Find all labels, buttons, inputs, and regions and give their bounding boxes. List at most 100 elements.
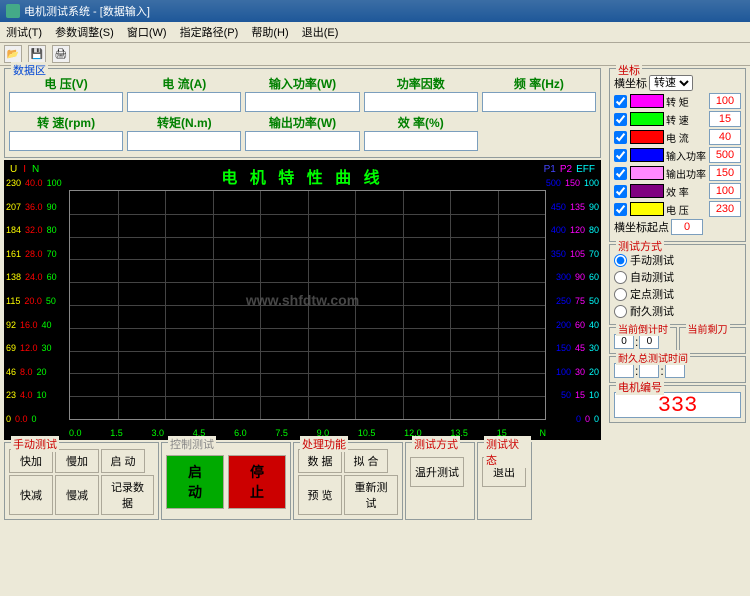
test-mode-legend: 测试方式 (616, 238, 664, 254)
slow-add-button[interactable]: 慢加 (55, 449, 99, 473)
pin-label: 输入功率(W) (245, 75, 359, 92)
coord-label-1: 转 速 (666, 112, 707, 127)
pf-label: 功率因数 (364, 75, 478, 92)
speed-input[interactable] (9, 131, 123, 151)
coord-check-4[interactable] (614, 167, 627, 180)
start-button[interactable]: 启 动 (166, 455, 224, 509)
endur-s[interactable] (665, 363, 685, 378)
torque-label: 转矩(N.m) (127, 114, 241, 131)
y-axis-left: 23040.010020736.09018432.08016128.070138… (6, 178, 66, 424)
retest-button[interactable]: 重新测试 (344, 475, 398, 515)
coord-check-3[interactable] (614, 149, 627, 162)
coord-check-0[interactable] (614, 95, 627, 108)
menu-params[interactable]: 参数调整(S) (55, 27, 114, 39)
origin-input[interactable] (671, 219, 703, 235)
torque-input[interactable] (127, 131, 241, 151)
app-icon (6, 4, 20, 18)
coord-color-1 (630, 112, 664, 126)
record-button[interactable]: 记录数据 (101, 475, 154, 515)
endur-m[interactable] (639, 363, 659, 378)
menu-help[interactable]: 帮助(H) (251, 27, 288, 39)
coord-val-3[interactable] (709, 147, 741, 163)
state-legend: 测试状态 (484, 436, 531, 468)
coord-val-1[interactable] (709, 111, 741, 127)
coord-label-0: 转 矩 (666, 94, 707, 109)
freq-label: 频 率(Hz) (482, 75, 596, 92)
quick-add-button[interactable]: 快加 (9, 449, 53, 473)
mode-legend: 测试方式 (412, 436, 460, 452)
coord-label-6: 电 压 (666, 202, 707, 217)
timer-m[interactable] (639, 334, 659, 349)
timer-h[interactable] (614, 334, 634, 349)
manual-legend: 手动测试 (11, 436, 59, 452)
current-input[interactable] (127, 92, 241, 112)
endur-radio[interactable] (614, 305, 627, 318)
pout-input[interactable] (245, 131, 359, 151)
coord-color-6 (630, 202, 664, 216)
watermark: www.shfdtw.com (246, 292, 359, 308)
motor-id-display: 333 (614, 392, 741, 418)
coord-val-4[interactable] (709, 165, 741, 181)
speed-label: 转 速(rpm) (9, 114, 123, 131)
preview-button[interactable]: 预 览 (298, 475, 342, 515)
x-coord-select[interactable]: 转速 (649, 75, 693, 91)
coord-color-3 (630, 148, 664, 162)
endur-legend: 耐久总测试时间 (616, 350, 690, 365)
eff-label: 效 率(%) (364, 114, 478, 131)
window-title: 电机测试系统 - [数据输入] (24, 3, 150, 19)
manual-radio[interactable] (614, 254, 627, 267)
coord-check-6[interactable] (614, 203, 627, 216)
proc-legend: 处理功能 (300, 436, 348, 452)
pout-label: 输出功率(W) (245, 114, 359, 131)
freq-input[interactable] (482, 92, 596, 112)
fit-button[interactable]: 拟 合 (344, 449, 388, 473)
save-icon[interactable]: 💾 (28, 45, 46, 63)
data-area-group: 数据区 电 压(V) 电 流(A) 输入功率(W) 功率因数 频 率(Hz) 转… (4, 68, 601, 158)
motor-id-legend: 电机编号 (616, 379, 664, 395)
timer-legend: 当前倒计时 (616, 321, 670, 336)
eff-input[interactable] (364, 131, 478, 151)
menu-path[interactable]: 指定路径(P) (180, 27, 239, 39)
pf-input[interactable] (364, 92, 478, 112)
coord-color-2 (630, 130, 664, 144)
coord-color-0 (630, 94, 664, 108)
y-axis-right: 5001501004501359040012080350105703009060… (547, 178, 599, 424)
stop-button[interactable]: 停 止 (228, 455, 286, 509)
data-area-legend: 数据区 (11, 62, 48, 78)
coord-label-4: 输出功率 (666, 166, 707, 181)
menu-exit[interactable]: 退出(E) (302, 27, 339, 39)
temp-test-button[interactable]: 温升测试 (410, 457, 464, 487)
pin-input[interactable] (245, 92, 359, 112)
coord-legend: 坐标 (616, 62, 642, 78)
coord-label-5: 效 率 (666, 184, 707, 199)
menubar: 测试(T) 参数调整(S) 窗口(W) 指定路径(P) 帮助(H) 退出(E) (0, 22, 750, 43)
coord-val-2[interactable] (709, 129, 741, 145)
print-icon[interactable]: 🖨 (52, 45, 70, 63)
point-radio[interactable] (614, 288, 627, 301)
voltage-input[interactable] (9, 92, 123, 112)
open-icon[interactable]: 📂 (4, 45, 22, 63)
coord-val-0[interactable] (709, 93, 741, 109)
endur-h[interactable] (614, 363, 634, 378)
coord-label-3: 输入功率 (666, 148, 707, 163)
enable-button[interactable]: 启 动 (101, 449, 145, 473)
coord-val-6[interactable] (709, 201, 741, 217)
current-label: 电 流(A) (127, 75, 241, 92)
quick-dec-button[interactable]: 快减 (9, 475, 53, 515)
menu-window[interactable]: 窗口(W) (127, 27, 167, 39)
coord-check-5[interactable] (614, 185, 627, 198)
control-legend: 控制测试 (168, 436, 216, 452)
mode-group: 测试方式 温升测试 (405, 442, 475, 520)
origin-label: 横坐标起点 (614, 219, 669, 235)
menu-test[interactable]: 测试(T) (6, 27, 42, 39)
knife-legend: 当前剩刀 (686, 321, 730, 336)
titlebar: 电机测试系统 - [数据输入] (0, 0, 750, 22)
coord-check-2[interactable] (614, 131, 627, 144)
auto-radio[interactable] (614, 271, 627, 284)
chart-hdr-left: U I N (10, 164, 39, 175)
chart-hdr-right: P1 P2 EFF (544, 164, 595, 175)
coord-val-5[interactable] (709, 183, 741, 199)
coord-check-1[interactable] (614, 113, 627, 126)
data-button[interactable]: 数 据 (298, 449, 342, 473)
slow-dec-button[interactable]: 慢减 (55, 475, 99, 515)
